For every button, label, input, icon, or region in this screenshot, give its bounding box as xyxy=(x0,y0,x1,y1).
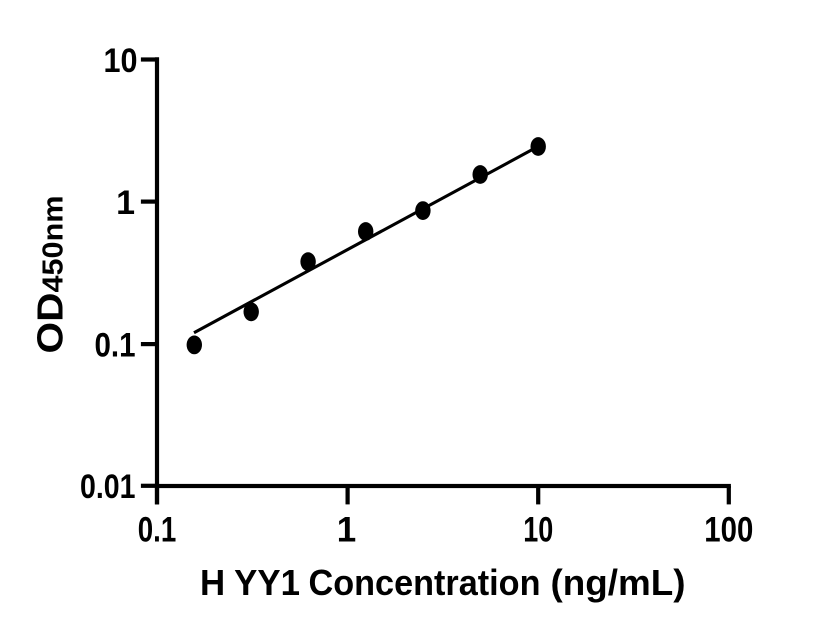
svg-text:0.01: 0.01 xyxy=(80,468,136,506)
svg-text:10: 10 xyxy=(104,42,138,80)
svg-text:Concentration: Concentration xyxy=(309,562,541,603)
svg-text:0.1: 0.1 xyxy=(95,327,136,365)
svg-text:OD: OD xyxy=(30,293,71,354)
svg-text:450nm: 450nm xyxy=(38,196,70,293)
svg-text:0.1: 0.1 xyxy=(138,511,177,550)
svg-text:100: 100 xyxy=(704,511,753,550)
svg-text:(ng/mL): (ng/mL) xyxy=(551,562,686,603)
svg-text:10: 10 xyxy=(523,511,553,550)
svg-text:1: 1 xyxy=(116,184,135,222)
svg-text:1: 1 xyxy=(337,511,356,550)
svg-text:H YY1: H YY1 xyxy=(200,562,300,603)
